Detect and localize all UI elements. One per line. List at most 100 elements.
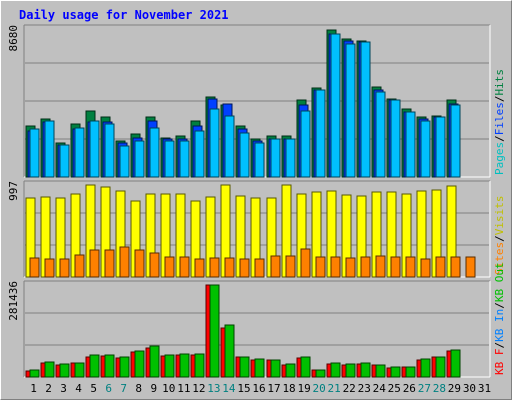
x-tick-label-day-26: 26	[403, 382, 416, 395]
bar-kbytes-kb-out-day-27	[420, 358, 431, 378]
x-tick-label-day-19: 19	[297, 382, 310, 395]
bar-hits-pages-day-20	[315, 89, 326, 178]
x-tick-label-day-1: 1	[30, 382, 37, 395]
bar-visits-sites-day-17	[270, 255, 281, 278]
bar-visits-sites-day-14	[224, 257, 235, 278]
x-tick-label-day-12: 12	[192, 382, 205, 395]
bar-hits-pages-day-7	[119, 145, 130, 178]
x-tick-label-day-24: 24	[373, 382, 387, 395]
bar-visits-sites-day-24	[375, 255, 386, 278]
x-tick-label-day-6: 6	[105, 382, 112, 395]
bar-hits-pages-day-8	[134, 140, 145, 178]
legend-hits: Hits	[493, 69, 506, 96]
bar-visits-sites-day-19	[300, 248, 311, 278]
bar-visits-sites-day-5	[89, 249, 100, 278]
bar-visits-sites-day-25	[390, 256, 401, 278]
right-legend: KB F/KB In/KB Out	[493, 262, 506, 375]
bar-kbytes-kb-out-day-4	[74, 362, 85, 378]
bar-visits-sites-day-7	[119, 246, 130, 278]
x-tick-label-day-20: 20	[313, 382, 326, 395]
x-tick-label-day-13: 13	[207, 382, 220, 395]
bar-hits-pages-day-28	[435, 116, 446, 178]
bar-kbytes-kb-out-day-7	[119, 356, 130, 378]
bar-kbytes-kb-out-day-2	[44, 361, 55, 378]
legend-kb-in: KB In	[493, 309, 506, 342]
x-tick-label-day-31: 31	[478, 382, 491, 395]
bar-kbytes-kb-out-day-19	[300, 356, 311, 378]
bar-kbytes-kb-out-day-17	[270, 359, 281, 378]
bar-kbytes-kb-out-day-16	[254, 358, 265, 378]
bar-visits-sites-day-23	[360, 256, 371, 278]
bar-kbytes-kb-out-day-8	[134, 350, 145, 378]
bar-visits-sites-day-4	[74, 254, 85, 278]
bar-visits-sites-day-21	[330, 256, 341, 278]
bar-hits-pages-day-23	[360, 41, 371, 178]
x-tick-label-day-7: 7	[120, 382, 127, 395]
right-legend: Pages/Files/Hits	[493, 69, 506, 175]
bar-hits-pages-day-14	[224, 115, 235, 178]
bar-hits-pages-day-17	[270, 138, 281, 178]
x-tick-label-day-5: 5	[90, 382, 97, 395]
x-tick-label-day-17: 17	[267, 382, 280, 395]
x-tick-label-day-22: 22	[343, 382, 356, 395]
bar-visits-sites-day-26	[405, 256, 416, 278]
bar-kbytes-kb-out-day-25	[390, 366, 401, 378]
x-tick-label-day-25: 25	[388, 382, 401, 395]
bar-kbytes-kb-out-day-6	[104, 354, 115, 378]
x-tick-label-day-8: 8	[135, 382, 142, 395]
y-max-label: 8680	[7, 25, 20, 52]
bar-kbytes-kb-out-day-26	[405, 366, 416, 378]
bar-visits-sites-day-1	[29, 257, 40, 278]
bar-hits-pages-day-13	[209, 108, 220, 178]
bar-hits-pages-day-25	[390, 99, 401, 178]
bar-visits-sites-day-27	[420, 258, 431, 278]
bar-kbytes-kb-out-day-28	[435, 356, 446, 378]
x-tick-label-day-18: 18	[282, 382, 295, 395]
legend-pages: Pages	[493, 142, 506, 175]
x-tick-label-day-11: 11	[177, 382, 190, 395]
bar-hits-pages-day-26	[405, 111, 416, 178]
bar-hits-pages-day-15	[239, 132, 250, 178]
bar-visits-sites-day-11	[179, 256, 190, 278]
chart-title: Daily usage for November 2021	[19, 8, 229, 22]
bar-visits-sites-day-16	[254, 258, 265, 278]
bar-kbytes-kb-out-day-18	[285, 363, 296, 378]
bar-kbytes-kb-out-day-29	[450, 349, 461, 378]
bar-visits-sites-day-3	[59, 258, 70, 278]
bar-hits-pages-day-29	[450, 104, 461, 178]
bar-hits-pages-day-22	[345, 43, 356, 178]
bar-visits-sites-day-12	[194, 258, 205, 278]
bar-hits-pages-day-21	[330, 33, 341, 178]
x-tick-label-day-16: 16	[252, 382, 265, 395]
x-tick-label-day-28: 28	[433, 382, 446, 395]
bar-visits-sites-day-6	[104, 249, 115, 278]
bar-hits-pages-day-24	[375, 91, 386, 178]
bar-visits-sites-day-13	[209, 257, 220, 278]
bar-hits-pages-day-9	[149, 127, 160, 178]
bar-visits-sites-day-30	[465, 256, 476, 278]
bar-hits-pages-day-11	[179, 140, 190, 178]
legend-visits: Visits	[493, 196, 506, 236]
bar-visits-sites-day-20	[315, 256, 326, 278]
bar-hits-pages-day-27	[420, 120, 431, 178]
bar-hits-pages-day-16	[254, 142, 265, 178]
x-tick-label-day-15: 15	[237, 382, 250, 395]
x-tick-label-day-21: 21	[328, 382, 341, 395]
bar-kbytes-kb-out-day-22	[345, 363, 356, 378]
x-tick-label-day-9: 9	[150, 382, 157, 395]
x-tick-label-day-3: 3	[60, 382, 67, 395]
bar-kbytes-kb-out-day-9	[149, 345, 160, 378]
bar-kbytes-kb-out-day-5	[89, 354, 100, 378]
bar-hits-pages-day-18	[285, 138, 296, 178]
bar-visits-sites-day-28	[435, 256, 446, 278]
legend-files: Files	[493, 102, 506, 135]
bar-visits-sites-day-18	[285, 255, 296, 278]
bar-visits-sites-day-10	[164, 256, 175, 278]
x-tick-label-day-4: 4	[75, 382, 82, 395]
bar-visits-sites-day-15	[239, 258, 250, 278]
bar-hits-pages-day-19	[300, 110, 311, 178]
panel-visits: 997 Sites/Visits	[7, 180, 506, 278]
x-tick-label-day-2: 2	[45, 382, 52, 395]
y-max-label: 281436	[7, 281, 20, 321]
x-tick-label-day-10: 10	[162, 382, 175, 395]
